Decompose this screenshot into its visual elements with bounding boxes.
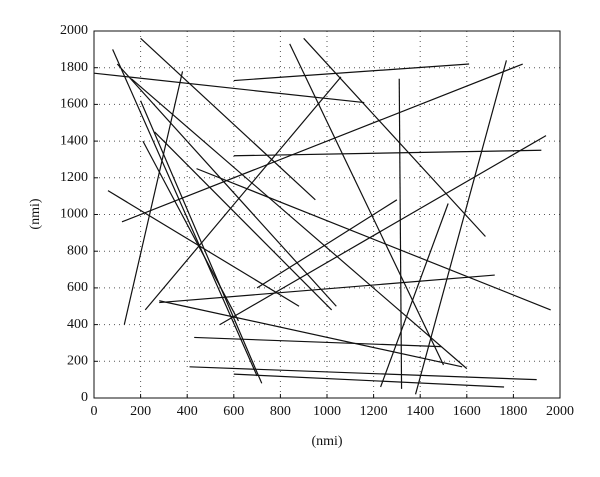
segment xyxy=(123,71,184,325)
segment xyxy=(154,131,333,311)
x-tick-label: 2000 xyxy=(546,404,574,419)
segment xyxy=(93,72,365,104)
y-tick-label: 1000 xyxy=(60,207,88,222)
segment xyxy=(112,49,258,377)
segment xyxy=(140,100,263,384)
x-tick-label: 1800 xyxy=(499,404,527,419)
x-tick-label: 600 xyxy=(223,404,244,419)
segment xyxy=(414,60,507,395)
segment xyxy=(140,37,316,201)
x-tick-label: 1200 xyxy=(360,404,388,419)
y-tick-label: 600 xyxy=(67,280,88,295)
y-tick-label: 1200 xyxy=(60,170,88,185)
segment xyxy=(130,78,468,370)
x-tick-label: 400 xyxy=(177,404,198,419)
segment xyxy=(219,135,547,326)
segment xyxy=(189,366,537,381)
x-tick-label: 1400 xyxy=(406,404,434,419)
y-tick-label: 1600 xyxy=(60,97,88,112)
segment xyxy=(121,63,523,223)
segment xyxy=(233,149,542,157)
y-tick-label: 2000 xyxy=(60,23,88,38)
x-tick-label: 200 xyxy=(130,404,151,419)
y-tick-label: 200 xyxy=(67,354,88,369)
segment xyxy=(256,199,398,289)
segment xyxy=(194,336,442,348)
y-tick-label: 1400 xyxy=(60,133,88,148)
x-tick-label: 1600 xyxy=(453,404,481,419)
x-tick-label: 800 xyxy=(270,404,291,419)
x-axis-label: (nmi) xyxy=(311,434,342,449)
x-tick-label: 0 xyxy=(91,404,98,419)
segment xyxy=(116,63,337,307)
y-tick-label: 400 xyxy=(67,317,88,332)
segment xyxy=(233,373,505,388)
segment xyxy=(233,63,470,82)
segment xyxy=(196,168,551,311)
segment xyxy=(142,140,239,322)
segment xyxy=(144,76,342,311)
segment xyxy=(398,78,403,389)
y-axis-label: (nmi) xyxy=(28,198,43,229)
segment xyxy=(159,300,463,368)
y-tick-label: 0 xyxy=(81,390,88,405)
segment xyxy=(303,37,486,237)
y-tick-label: 800 xyxy=(67,243,88,258)
segment xyxy=(289,43,445,366)
y-tick-label: 1800 xyxy=(60,60,88,75)
x-tick-label: 1000 xyxy=(313,404,341,419)
segment xyxy=(380,203,449,388)
plot-frame xyxy=(93,30,561,399)
segment xyxy=(159,274,495,304)
